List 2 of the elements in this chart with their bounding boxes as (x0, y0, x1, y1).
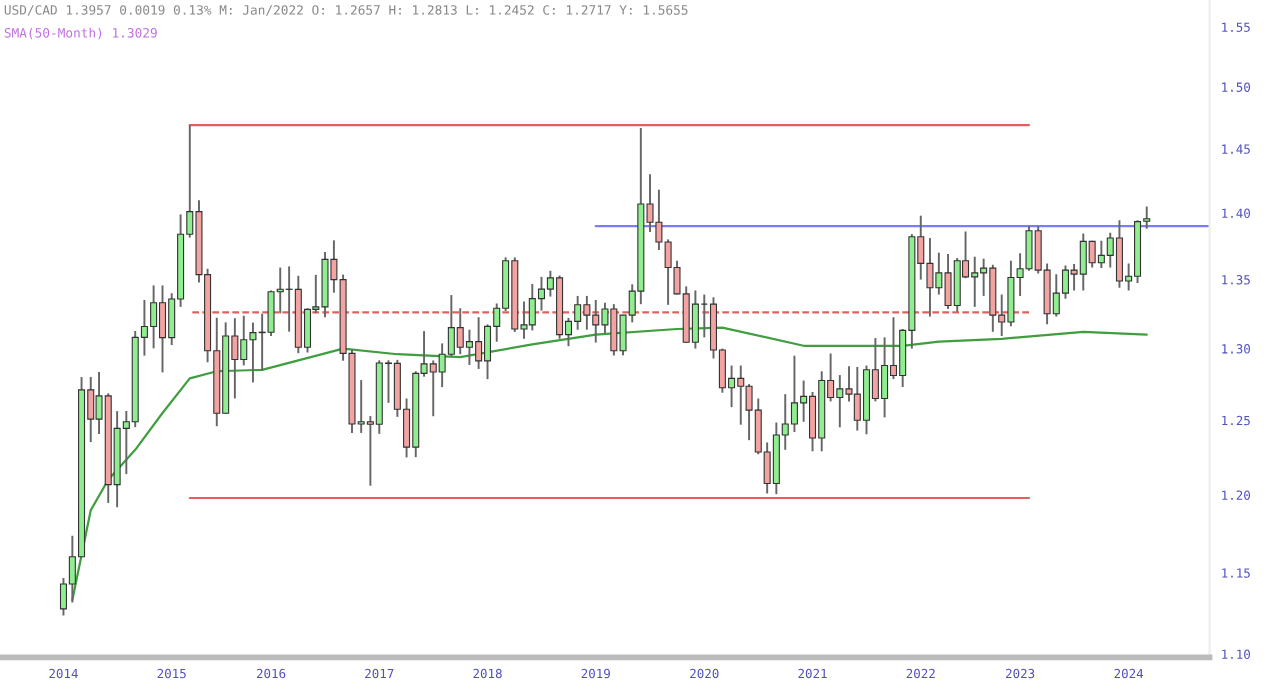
candlestick (158, 284, 167, 374)
candlestick (691, 289, 699, 350)
